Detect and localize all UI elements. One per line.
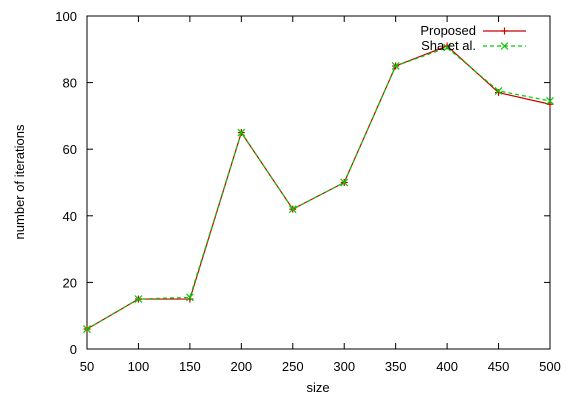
series-2-point — [83, 325, 91, 333]
series-2-point — [185, 293, 194, 302]
x-axis-ticks: 50 100 150 200 250 300 350 400 450 500 — [80, 16, 561, 374]
x-tick-label: 250 — [282, 359, 304, 374]
series-line-1 — [86, 45, 551, 330]
y-tick-label: 100 — [55, 9, 77, 24]
y-axis-label: number of iterations — [12, 124, 27, 239]
x-tick-label: 200 — [230, 359, 252, 374]
series-2-point — [134, 295, 143, 303]
x-tick-label: 450 — [488, 359, 510, 374]
x-tick-label: 400 — [436, 359, 458, 374]
plot-frame — [86, 15, 551, 350]
y-axis-ticks: 0 20 40 60 80 100 — [55, 9, 550, 357]
series-2-point — [288, 205, 297, 214]
x-tick-label: 50 — [80, 359, 94, 374]
series-2-point — [546, 96, 554, 105]
x-axis-label: size — [306, 380, 329, 395]
x-tick-label: 100 — [128, 359, 150, 374]
x-tick-label: 150 — [179, 359, 201, 374]
series-2-point — [237, 128, 246, 137]
y-tick-label: 60 — [63, 142, 77, 157]
plot-border — [86, 15, 551, 350]
y-tick-label: 20 — [63, 275, 77, 290]
x-tick-label: 300 — [333, 359, 355, 374]
y-tick-label: 0 — [70, 342, 77, 357]
series-2-point — [494, 87, 503, 95]
legend-marker-1 — [501, 27, 508, 35]
legend-label-2: Sha et al. — [421, 38, 476, 53]
x-tick-label: 350 — [385, 359, 407, 374]
series-layer — [83, 42, 554, 333]
legend-marker-2 — [500, 42, 509, 50]
series-line-2 — [86, 46, 551, 330]
series-2-point — [340, 178, 349, 187]
series-2-point — [443, 43, 452, 52]
series-1-point — [546, 100, 554, 108]
legend-label-1: Proposed — [420, 23, 476, 38]
x-tick-label: 500 — [539, 359, 561, 374]
y-tick-label: 80 — [63, 76, 77, 91]
y-tick-label: 40 — [63, 209, 77, 224]
series-2-point — [391, 62, 400, 70]
